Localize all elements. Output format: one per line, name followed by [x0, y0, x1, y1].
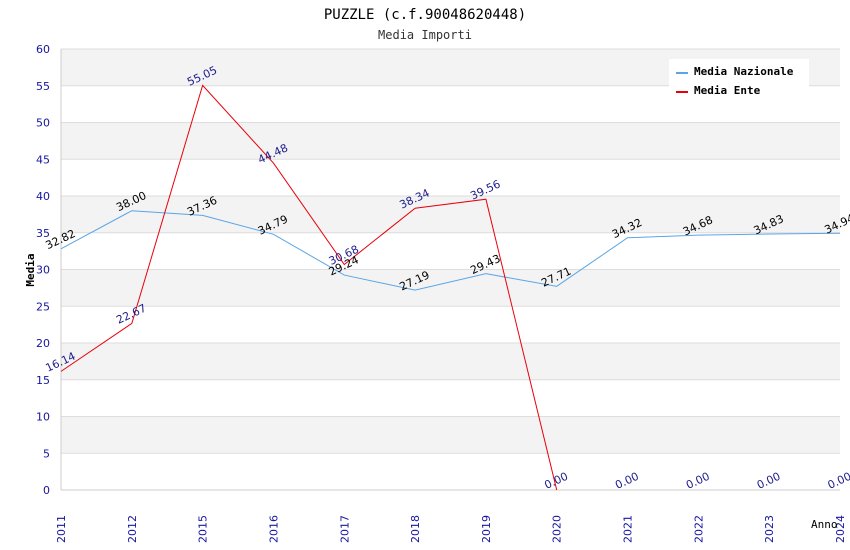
y-tick-label: 50 — [36, 117, 50, 130]
x-tick-label: 2024 — [834, 515, 847, 543]
x-tick-label: 2023 — [763, 515, 776, 543]
x-tick-label: 2020 — [551, 515, 564, 543]
data-label: 0.00 — [755, 470, 783, 492]
x-tick-label: 2021 — [622, 515, 635, 543]
legend-label-media-ente: Media Ente — [694, 84, 761, 97]
y-tick-label: 60 — [36, 43, 50, 56]
y-tick-label: 45 — [36, 153, 50, 166]
series-lines — [60, 84, 841, 491]
legend-box — [669, 59, 809, 101]
y-tick-label: 10 — [36, 411, 50, 424]
x-tick-label: 2016 — [267, 515, 280, 543]
y-tick-label: 5 — [43, 447, 50, 460]
x-tick-label: 2012 — [126, 515, 139, 543]
grid-band — [61, 122, 840, 160]
y-axis-label: Media — [24, 253, 37, 286]
grid-band — [61, 269, 840, 307]
chart-subtitle: Media Importi — [378, 28, 472, 42]
x-tick-label: 2019 — [480, 515, 493, 543]
grid-band — [61, 196, 840, 233]
y-tick-label: 40 — [36, 190, 50, 203]
y-tick-label: 30 — [36, 264, 50, 277]
data-label: 0.00 — [684, 470, 712, 492]
series-line-media-ente — [60, 84, 558, 491]
grid-band — [61, 343, 840, 380]
x-tick-label: 2018 — [409, 515, 422, 543]
y-tick-label: 15 — [36, 374, 50, 387]
data-label: 0.00 — [826, 470, 850, 492]
y-tick-label: 25 — [36, 300, 50, 313]
y-tick-label: 55 — [36, 80, 50, 93]
x-tick-labels: 2011 2012 2015 2016 2017 2018 2019 2020 2021 2022… — [55, 515, 847, 543]
x-axis-label: Anno — [811, 518, 838, 531]
x-tick-label: 2015 — [197, 515, 210, 543]
grid-bands — [61, 49, 840, 454]
y-tick-label: 35 — [36, 227, 50, 240]
x-tick-label: 2017 — [338, 515, 351, 543]
y-tick-label: 20 — [36, 337, 50, 350]
x-tick-label: 2011 — [55, 515, 68, 543]
series-line-media-nazionale — [60, 210, 841, 291]
grid-lines — [61, 48, 840, 454]
y-tick-label: 0 — [43, 484, 50, 497]
chart-title: PUZZLE (c.f.90048620448) — [324, 7, 526, 23]
grid-band — [61, 416, 840, 454]
legend: Media Nazionale Media Ente — [669, 59, 809, 101]
data-label: 0.00 — [613, 470, 641, 492]
legend-label-media-nazionale: Media Nazionale — [694, 65, 794, 78]
y-tick-labels: 0 5 10 15 20 25 30 35 40 45 50 55 60 — [36, 43, 50, 497]
x-tick-label: 2022 — [692, 515, 705, 543]
